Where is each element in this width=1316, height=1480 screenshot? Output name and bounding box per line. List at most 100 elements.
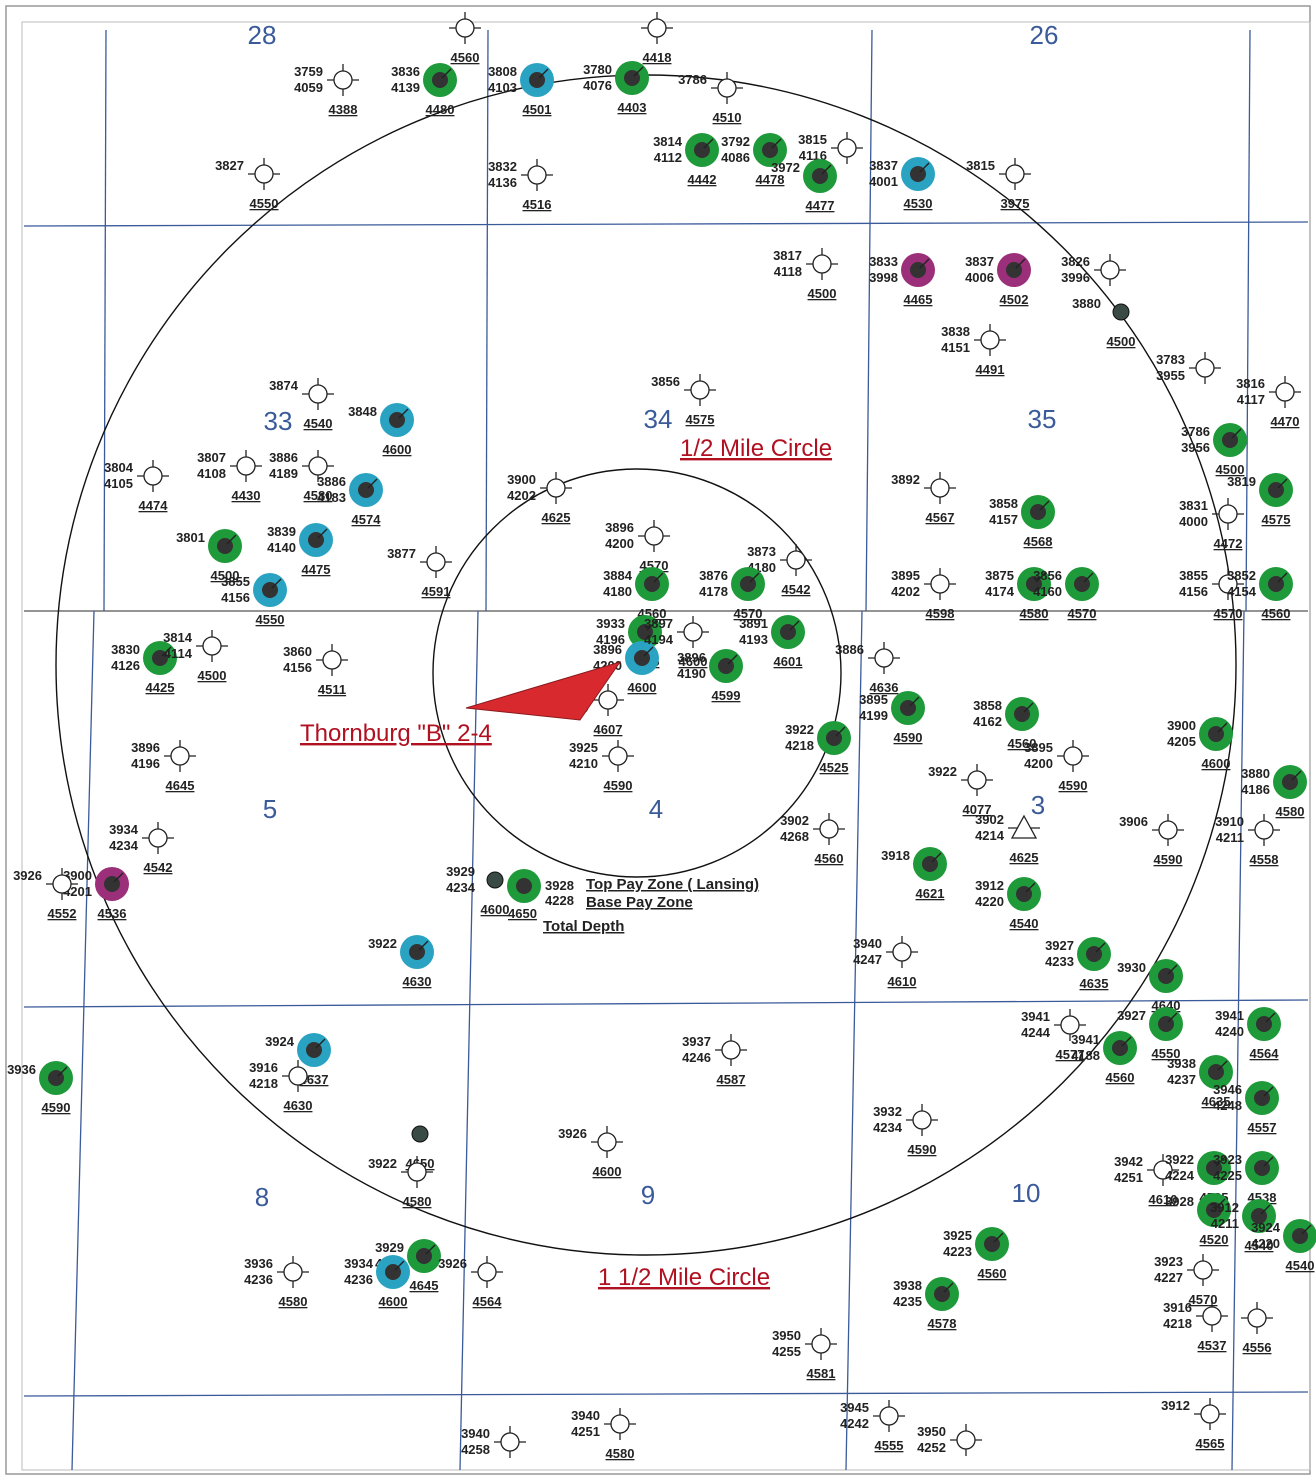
well-total-depth: 4568	[1024, 534, 1053, 549]
well-base-pay: 4251	[1114, 1170, 1143, 1185]
legend-total-depth: Total Depth	[543, 918, 624, 935]
well-total-depth: 4577	[1056, 1047, 1085, 1062]
well-top-pay: 3876	[699, 568, 728, 583]
well-base-pay: 4223	[943, 1244, 972, 1259]
well-total-depth: 4630	[403, 974, 432, 989]
well-oil: 3928 4520	[1165, 1193, 1231, 1247]
well-total-depth: 4600	[679, 654, 708, 669]
well-top-pay: 3946	[1213, 1082, 1242, 1097]
well-base-pay: 4103	[488, 80, 517, 95]
well-oil: 3927 4550	[1117, 1007, 1183, 1061]
well-top-pay: 3940	[853, 936, 882, 951]
well-base-pay: 4190	[677, 666, 706, 681]
well-total-depth: 4388	[329, 102, 358, 117]
well-total-depth: 4550	[1152, 1046, 1181, 1061]
well-top-pay: 3900	[507, 472, 536, 487]
well-top-pay: 3837	[965, 254, 994, 269]
well-base-pay: 4240	[1215, 1024, 1244, 1039]
well-base-pay: 4236	[244, 1272, 273, 1287]
well-base-pay: 4189	[269, 466, 298, 481]
well-oil: 3972 4477	[771, 159, 837, 213]
well-base-pay: 3955	[1156, 368, 1185, 383]
well-top-pay: 3938	[893, 1278, 922, 1293]
well-total-depth: 4430	[232, 488, 261, 503]
well-top-pay: 3807	[197, 450, 226, 465]
well-total-depth: 4591	[422, 584, 451, 599]
section-number: 33	[264, 406, 293, 436]
well-top-pay: 3933	[596, 616, 625, 631]
well-top-pay: 3902	[780, 813, 809, 828]
well-total-depth: 4600	[481, 902, 510, 917]
well-dry: 3892 4567	[891, 472, 956, 525]
well-total-depth: 4477	[806, 198, 835, 213]
well-top-pay: 3896	[593, 642, 622, 657]
well-core: 3880 4500	[1072, 296, 1135, 349]
well-top-pay: 3814	[163, 630, 193, 645]
well-base-pay: 4162	[973, 714, 1002, 729]
well-base-pay: 4105	[104, 476, 133, 491]
well-top-pay: 3832	[488, 159, 517, 174]
well-base-pay: 4246	[682, 1050, 711, 1065]
well-total-depth: 4537	[1198, 1338, 1227, 1353]
well-total-depth: 4480	[426, 102, 455, 117]
well-base-pay: 4001	[869, 174, 898, 189]
well-total-depth: 4598	[926, 606, 955, 621]
well-base-pay: 4202	[891, 584, 920, 599]
well-dry: 3912 4565	[1161, 1398, 1226, 1451]
well-top-pay: 3950	[772, 1328, 801, 1343]
well-top-pay: 3922	[368, 1156, 397, 1171]
well-base-pay: 4154	[1227, 584, 1257, 599]
well-top-pay: 3945	[840, 1400, 869, 1415]
well-base-pay: 4180	[603, 584, 632, 599]
well-top-pay: 3830	[111, 642, 140, 657]
well-top-pay: 3759	[294, 64, 323, 79]
well-base-pay: 4136	[488, 175, 517, 190]
well-top-pay: 3941	[1021, 1009, 1050, 1024]
well-top-pay: 3833	[869, 254, 898, 269]
well-top-pay: 3928	[1165, 1194, 1194, 1209]
well-base-pay: 4244	[1021, 1025, 1051, 1040]
well-top-pay: 3880	[1241, 766, 1270, 781]
well-total-depth: 4564	[1250, 1046, 1280, 1061]
well-total-depth: 4500	[1107, 334, 1136, 349]
well-base-pay: 4118	[774, 264, 802, 279]
well-total-depth: 4403	[618, 100, 647, 115]
well-total-depth: 4580	[1276, 804, 1305, 819]
well-base-pay: 4237	[1167, 1072, 1196, 1087]
well-top-pay: 3926	[438, 1256, 467, 1271]
legend-top-value: 3928	[545, 878, 574, 893]
legend-well-core-icon	[516, 878, 532, 894]
grid-line	[459, 610, 479, 1471]
section-number: 9	[641, 1180, 655, 1210]
legend: 3928 4228 4650 Top Pay Zone ( Lansing) B…	[507, 869, 759, 935]
well-top-pay: 3926	[558, 1126, 587, 1141]
well-total-depth: 4500	[808, 286, 837, 301]
well-total-depth: 4425	[146, 680, 175, 695]
subject-well-arrow	[465, 661, 622, 721]
well-base-pay: 4234	[446, 880, 476, 895]
well-base-pay: 4156	[283, 660, 312, 675]
well-top-pay: 3906	[1119, 814, 1148, 829]
well-top-pay: 3886	[835, 642, 864, 657]
well-top-pay: 3895	[1024, 740, 1053, 755]
well-total-depth: 4475	[302, 562, 331, 577]
well-total-depth: 4550	[256, 612, 285, 627]
well-base-pay: 4199	[859, 708, 888, 723]
well-base-pay: 3956	[1181, 440, 1210, 455]
